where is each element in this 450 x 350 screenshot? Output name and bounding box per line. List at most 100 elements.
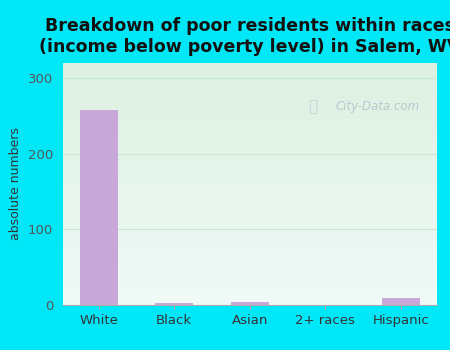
Bar	[63, 123, 436, 126]
Bar	[63, 256, 436, 259]
Bar	[63, 266, 436, 268]
Bar	[63, 261, 436, 264]
Bar	[63, 203, 436, 205]
Bar	[63, 295, 436, 297]
Text: ⓘ: ⓘ	[309, 99, 318, 114]
Bar	[80, 110, 118, 304]
Bar	[63, 283, 436, 285]
Bar	[63, 167, 436, 169]
Bar	[63, 121, 436, 123]
Bar	[63, 176, 436, 179]
Bar	[63, 264, 436, 266]
Bar	[63, 97, 436, 99]
Bar	[63, 254, 436, 256]
Bar	[63, 234, 436, 237]
Bar	[63, 82, 436, 85]
Bar	[63, 106, 436, 109]
Bar	[63, 218, 436, 220]
Bar	[63, 126, 436, 128]
Bar	[63, 152, 436, 155]
Bar	[63, 148, 436, 150]
Bar	[63, 145, 436, 148]
Bar	[63, 220, 436, 222]
Bar	[63, 259, 436, 261]
Bar	[63, 271, 436, 273]
Bar	[382, 298, 419, 304]
Bar	[63, 184, 436, 186]
Bar	[63, 280, 436, 283]
Bar	[155, 303, 193, 304]
Bar	[63, 92, 436, 94]
Bar	[63, 73, 436, 75]
Bar	[63, 278, 436, 280]
Bar	[63, 109, 436, 111]
Y-axis label: absolute numbers: absolute numbers	[9, 127, 22, 240]
Bar	[63, 297, 436, 300]
Bar	[63, 186, 436, 189]
Bar	[63, 104, 436, 106]
Bar	[63, 196, 436, 198]
Bar	[63, 210, 436, 213]
Bar	[63, 194, 436, 196]
Bar	[63, 85, 436, 87]
Bar	[63, 275, 436, 278]
Bar	[63, 205, 436, 208]
Bar	[63, 181, 436, 184]
Bar	[63, 140, 436, 143]
Bar	[63, 300, 436, 302]
Bar	[63, 138, 436, 140]
Bar	[63, 213, 436, 215]
Text: City-Data.com: City-Data.com	[336, 100, 420, 113]
Bar	[63, 189, 436, 191]
Bar	[63, 133, 436, 135]
Bar	[63, 102, 436, 104]
Bar	[63, 246, 436, 249]
Bar	[63, 172, 436, 174]
Bar	[63, 68, 436, 70]
Bar	[63, 208, 436, 210]
Bar	[63, 87, 436, 90]
Bar	[63, 201, 436, 203]
Bar	[63, 111, 436, 114]
Bar	[63, 292, 436, 295]
Bar	[63, 114, 436, 116]
Bar	[63, 215, 436, 218]
Bar	[63, 155, 436, 157]
Bar	[63, 169, 436, 172]
Bar	[63, 75, 436, 77]
Bar	[63, 128, 436, 131]
Bar	[63, 116, 436, 119]
Bar	[63, 135, 436, 138]
Bar	[63, 65, 436, 68]
Bar	[63, 131, 436, 133]
Bar	[63, 162, 436, 164]
Bar	[63, 251, 436, 254]
Bar	[63, 150, 436, 152]
Bar	[63, 232, 436, 234]
Bar	[63, 244, 436, 246]
Bar	[231, 302, 269, 304]
Bar	[63, 285, 436, 288]
Bar	[63, 160, 436, 162]
Bar	[63, 90, 436, 92]
Bar	[63, 157, 436, 160]
Bar	[63, 273, 436, 275]
Bar	[63, 237, 436, 239]
Bar	[63, 119, 436, 121]
Bar	[63, 249, 436, 251]
Bar	[63, 198, 436, 201]
Bar	[63, 143, 436, 145]
Bar	[63, 179, 436, 181]
Bar	[63, 227, 436, 230]
Bar	[63, 302, 436, 304]
Bar	[63, 268, 436, 271]
Bar	[63, 242, 436, 244]
Title: Breakdown of poor residents within races
(income below poverty level) in Salem, : Breakdown of poor residents within races…	[39, 17, 450, 56]
Bar	[63, 191, 436, 194]
Bar	[63, 94, 436, 97]
Bar	[63, 80, 436, 82]
Bar	[63, 239, 436, 242]
Bar	[63, 290, 436, 292]
Bar	[63, 222, 436, 225]
Bar	[63, 99, 436, 102]
